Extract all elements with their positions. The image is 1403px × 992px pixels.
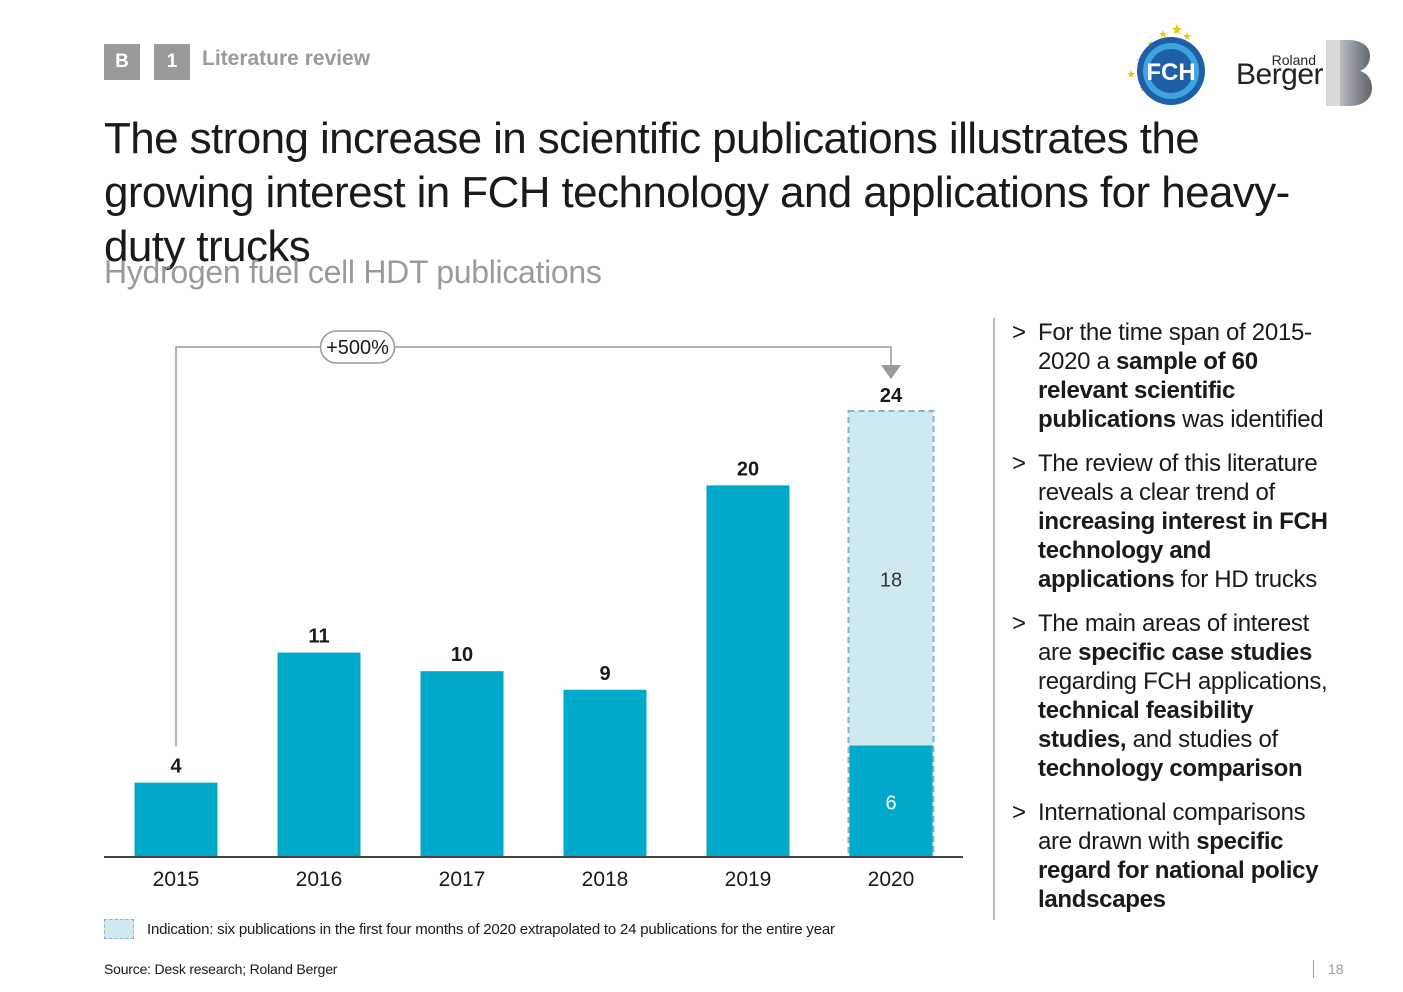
growth-bracket (175, 346, 892, 747)
bar-2016 (277, 652, 361, 857)
section-tag-letter: B (104, 44, 140, 80)
roland-berger-logo-roland: Roland (1271, 52, 1316, 68)
bar-2017 (420, 671, 504, 857)
finding-emphasis: increasing interest in FCH technology an… (1038, 508, 1328, 593)
finding-bullet: > The review of this literature reveals a… (1012, 449, 1342, 594)
finding-text: The review of this literature reveals a … (1038, 450, 1318, 506)
finding-text: was identified (1175, 406, 1324, 433)
chart-subtitle: Hydrogen fuel cell HDT publications (104, 254, 602, 290)
source-note: Source: Desk research; Roland Berger (104, 961, 338, 977)
page-number-separator (1313, 960, 1314, 978)
bullet-marker: > (1012, 319, 1026, 346)
bar-2015 (134, 782, 218, 857)
bar-total-label: 4 (170, 756, 182, 778)
growth-badge (319, 330, 396, 364)
slide-title: The strong increase in scientific public… (104, 114, 1290, 271)
vertical-divider (993, 318, 995, 920)
finding-emphasis: technical feasibility studies, (1038, 697, 1254, 753)
finding-emphasis: sample of 60 relevant scientific publica… (1038, 348, 1258, 433)
bar-2018 (563, 689, 647, 857)
bar-total-label: 9 (599, 663, 610, 685)
bullet-marker: > (1012, 799, 1026, 826)
roland-berger-b-mark (1326, 40, 1372, 106)
roland-berger-logo: Roland Berger (1232, 40, 1372, 106)
bar-total-label: 10 (451, 644, 473, 666)
bar-2020-actual (849, 745, 933, 857)
finding-emphasis: technology comparison (1038, 755, 1303, 782)
fch-logo: FCH (1125, 22, 1207, 108)
x-tick-label: 2017 (439, 868, 486, 891)
finding-text: and studies of (1126, 726, 1279, 753)
legend-text: Indication: six publications in the firs… (147, 921, 835, 938)
bullet-marker: > (1012, 450, 1026, 477)
bar-total-label: 11 (308, 626, 329, 648)
finding-text: for HD trucks (1174, 566, 1317, 593)
bar-2020-actual-label: 6 (885, 792, 896, 814)
section-tag-number: 1 (154, 44, 190, 80)
section-label: Literature review (202, 47, 371, 70)
bar-2019 (706, 485, 790, 857)
finding-emphasis: specific case studies (1078, 639, 1312, 666)
x-tick-label: 2015 (153, 868, 200, 891)
bar-total-label: 24 (880, 385, 903, 407)
growth-badge-label: +500% (326, 337, 389, 359)
finding-bullet: > The main areas of interest are specific… (1012, 609, 1342, 783)
x-tick-label: 2020 (868, 868, 915, 891)
x-tick-label: 2018 (582, 868, 629, 891)
finding-text: regarding FCH applications, (1038, 668, 1328, 695)
finding-bullet: > International comparisons are drawn wit… (1012, 798, 1342, 914)
bar-total-label: 20 (737, 458, 759, 480)
legend-extrapolated-swatch (104, 919, 134, 939)
finding-text: For the time span of 2015-2020 a (1038, 319, 1312, 375)
x-tick-label: 2016 (296, 868, 343, 891)
finding-bullet: > For the time span of 2015-2020 a sample… (1012, 318, 1342, 434)
fch-logo-text: FCH (1146, 59, 1195, 86)
bullet-marker: > (1012, 610, 1026, 637)
growth-arrow-head (881, 365, 901, 379)
page-number: 18 (1328, 961, 1344, 977)
finding-emphasis: specific regard for national policy land… (1038, 828, 1319, 913)
bar-2020-extrapolated-label: 18 (880, 569, 902, 591)
finding-text: International comparisons are drawn with (1038, 799, 1306, 855)
roland-berger-logo-berger: Berger (1236, 58, 1324, 91)
x-tick-label: 2019 (725, 868, 772, 891)
key-findings-list: > For the time span of 2015-2020 a sample… (1012, 318, 1342, 929)
finding-text: The main areas of interest are (1038, 610, 1310, 666)
